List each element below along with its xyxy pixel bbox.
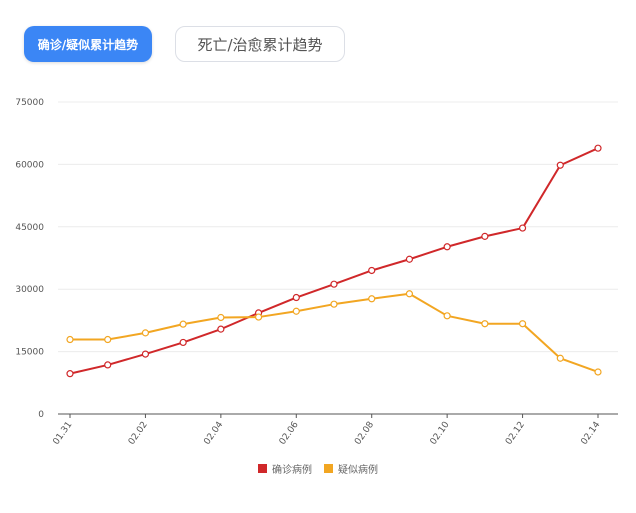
tab-death-cured-trend[interactable]: 死亡/治愈累计趋势 [175, 26, 345, 62]
data-point-0 [292, 293, 300, 302]
series-line-0 [69, 147, 599, 375]
data-point-1 [368, 295, 376, 303]
data-point-1 [405, 290, 414, 298]
data-point-0 [405, 255, 414, 263]
data-point-1 [518, 320, 527, 328]
data-point-0 [594, 144, 602, 152]
data-point-1 [481, 320, 489, 328]
data-point-1 [254, 313, 263, 321]
y-tick-label: 75000 [15, 98, 44, 108]
tab-death-cured-label: 死亡/治愈累计趋势 [197, 35, 323, 54]
x-tick-label: 02.12 [504, 420, 527, 447]
data-point-0 [330, 280, 338, 288]
data-point-1 [556, 354, 564, 362]
legend-swatch-confirmed [258, 464, 267, 473]
legend-label-confirmed: 确诊病例 [272, 465, 312, 476]
legend-item-confirmed[interactable]: 确诊病例 [258, 461, 312, 476]
data-point-0 [217, 325, 225, 333]
x-tick-label: 02.08 [353, 420, 376, 447]
data-point-0 [104, 361, 112, 369]
legend-label-suspected: 疑似病例 [338, 465, 378, 476]
data-point-1 [330, 300, 338, 308]
data-point-1 [217, 313, 225, 322]
data-point-0 [443, 243, 451, 251]
x-tick-label: 02.02 [127, 420, 150, 447]
data-point-1 [141, 329, 150, 337]
x-tick-label: 02.10 [429, 420, 452, 447]
legend-item-suspected[interactable]: 疑似病例 [324, 461, 378, 476]
y-tick-label: 45000 [15, 223, 44, 233]
data-point-0 [518, 224, 527, 232]
data-point-1 [66, 335, 74, 344]
data-point-1 [179, 320, 187, 328]
data-point-0 [481, 232, 489, 240]
data-point-1 [443, 312, 451, 320]
chart-legend: 确诊病例 疑似病例 [0, 461, 636, 476]
tab-confirmed-suspected-trend[interactable]: 确诊/疑似累计趋势 [24, 26, 152, 62]
data-point-0 [556, 161, 564, 169]
data-point-0 [368, 266, 376, 275]
y-tick-label: 15000 [15, 348, 44, 358]
legend-swatch-suspected [324, 464, 333, 473]
data-point-1 [292, 307, 300, 315]
y-tick-label: 30000 [15, 285, 44, 295]
data-point-1 [104, 335, 112, 344]
data-point-0 [179, 338, 187, 347]
x-tick-label: 01.31 [51, 420, 74, 447]
x-tick-label: 02.04 [202, 420, 225, 447]
y-tick-label: 60000 [15, 160, 44, 170]
x-tick-label: 02.06 [278, 420, 301, 447]
x-tick-label: 02.14 [579, 420, 602, 447]
tab-confirmed-suspected-label: 确诊/疑似累计趋势 [37, 37, 139, 52]
data-point-0 [66, 370, 74, 378]
data-point-1 [594, 368, 602, 376]
y-tick-label: 0 [38, 410, 44, 420]
data-point-0 [141, 350, 150, 358]
